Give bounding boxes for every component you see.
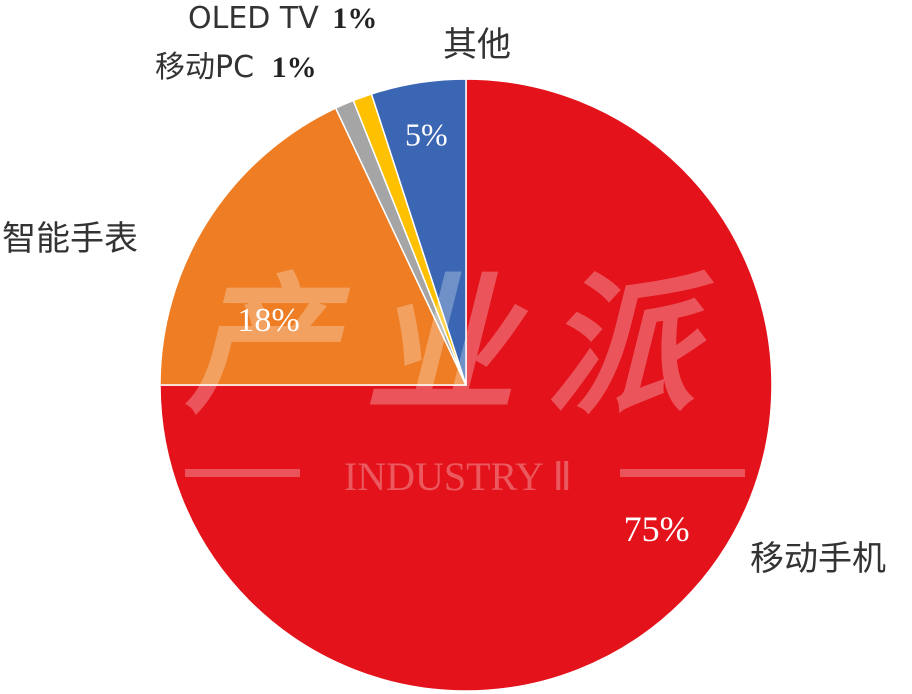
watermark-brand: 产业派 (185, 260, 725, 434)
category-label-mobile-pc-name: 移动PC (155, 50, 254, 85)
watermark-text: INDUSTRY Ⅱ (344, 454, 572, 499)
category-label-mobile-pc: 移动PC 1% (155, 50, 317, 85)
category-label-mobile-pc-value: 1% (272, 51, 317, 84)
value-label-smartwatch: 18% (237, 302, 299, 339)
watermark: 产业派 INDUSTRY Ⅱ (185, 260, 745, 499)
value-label-mobile-phone: 75% (624, 509, 690, 549)
category-label-smartwatch: 智能手表 (2, 219, 138, 259)
value-labels: 75% 18% 5% (237, 116, 689, 549)
pie-slice-other (370, 78, 467, 386)
pie-slices (159, 78, 773, 692)
pie-slice-smartwatch (159, 107, 468, 386)
category-labels: 移动手机 智能手表 移动PC 1% OLED TV 1% 其他 (2, 1, 886, 579)
category-label-other: 其他 (443, 25, 511, 65)
category-label-oled-tv-name: OLED TV (188, 1, 319, 36)
value-label-other: 5% (405, 116, 448, 152)
category-label-oled-tv: OLED TV 1% (188, 1, 377, 36)
category-label-oled-tv-value: 1% (332, 2, 377, 35)
category-label-mobile-phone: 移动手机 (750, 539, 886, 579)
